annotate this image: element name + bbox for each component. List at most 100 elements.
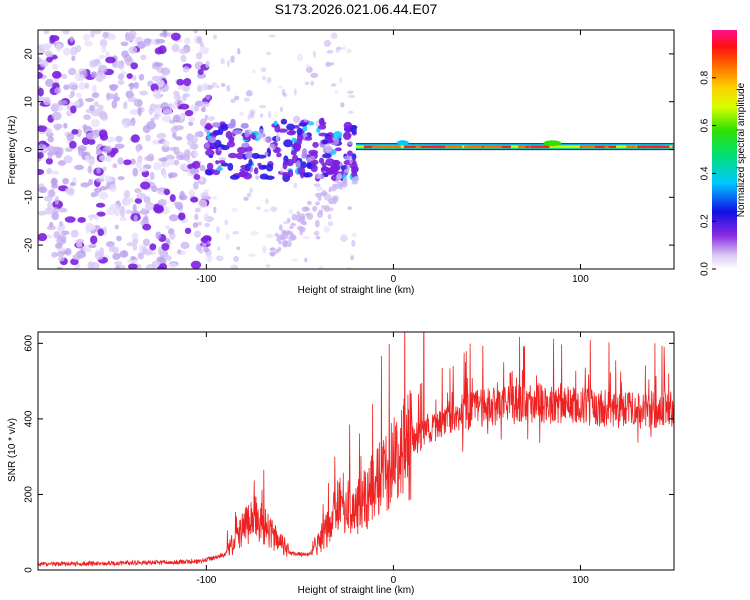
spectrogram-blob (160, 102, 169, 111)
spectrogram-blob (224, 219, 229, 226)
spectrogram-blob (119, 216, 128, 222)
spectrogram-blob (57, 160, 66, 166)
spectrogram-blob (144, 248, 153, 256)
spectrogram-blob (329, 166, 338, 174)
spectrogram-blob (53, 123, 63, 130)
spectrogram-blob (157, 246, 163, 255)
spectrogram-blob (102, 146, 112, 154)
spectrogram-blob (331, 159, 341, 165)
spectrogram-blob (197, 84, 203, 93)
spectrogram-blob (202, 82, 208, 92)
spectrogram-blob (140, 181, 151, 190)
spectrogram-blob (263, 137, 268, 143)
spectrogram-blob (347, 206, 352, 211)
spectrogram-blob (87, 224, 96, 232)
spectrogram-blob (91, 92, 100, 99)
spectrogram-peak (492, 145, 511, 149)
spectrogram-blob (169, 194, 176, 203)
spectrogram-blob (140, 54, 147, 61)
spectrogram-y-tick-label: 20 (24, 48, 35, 60)
spectrogram-blob (255, 206, 262, 210)
spectrogram-blob (165, 154, 176, 160)
spectrogram-blob (89, 59, 98, 68)
spectrogram-blob (199, 176, 205, 182)
spectrogram-blob (296, 211, 301, 216)
spectrogram-x-label: Height of straight line (km) (298, 285, 415, 296)
snr-panel: -100 0 100 0 200 400 600 Height of straight l… (7, 331, 675, 596)
spectrogram-blob (297, 217, 305, 223)
spectrogram-blob (47, 145, 56, 153)
snr-y-tick-label: 400 (24, 410, 35, 427)
spectrogram-blob (117, 79, 125, 85)
spectrogram-blob (217, 146, 222, 152)
spectrogram-blob (193, 230, 202, 238)
spectrogram-peak (464, 145, 483, 149)
spectrogram-blob (50, 188, 55, 197)
spectrogram-blob (189, 143, 198, 150)
spectrogram-blob (301, 152, 307, 159)
spectrogram-blob (108, 83, 119, 90)
spectrogram-blob (304, 136, 313, 141)
spectrogram-blob (229, 174, 240, 180)
spectrogram-blob (98, 64, 108, 74)
spectrogram-blob (204, 141, 210, 149)
spectrogram-blob (90, 235, 98, 245)
spectrogram-peak (660, 145, 670, 149)
spectrogram-peak (489, 145, 502, 149)
spectrogram-blob (319, 121, 327, 126)
spectrogram-blob (199, 164, 206, 172)
spectrogram-blob (334, 90, 339, 94)
spectrogram-blob (246, 129, 253, 135)
spectrogram-blob (108, 244, 115, 253)
spectrogram-blob (153, 161, 162, 171)
spectrogram-blob (328, 186, 333, 192)
spectrogram-blob (340, 102, 345, 108)
spectrogram-blob (84, 82, 90, 89)
spectrogram-blob (226, 141, 236, 148)
spectrogram-blob (82, 33, 91, 41)
spectrogram-blob (66, 110, 73, 117)
spectrogram-blob (105, 92, 111, 101)
spectrogram-blob (143, 38, 151, 47)
spectrogram-blob (132, 203, 137, 212)
spectrogram-blob (239, 168, 247, 173)
spectrogram-blob (325, 158, 335, 167)
spectrogram-blob (349, 156, 353, 165)
spectrogram-blob (323, 225, 330, 233)
spectrogram-blob (88, 243, 97, 249)
spectrogram-blob (38, 125, 48, 132)
spectrogram-blob (194, 213, 199, 221)
snr-y-ticks: 0 200 400 600 (24, 335, 674, 573)
spectrogram-blob (74, 164, 84, 170)
spectrogram-y-tick-label: 0 (24, 146, 35, 152)
spectrogram-peak (544, 145, 550, 149)
spectrogram-blob (277, 85, 283, 89)
spectrogram-blob (71, 129, 79, 135)
spectrogram-blob (70, 229, 79, 238)
spectrogram-blob (184, 227, 192, 234)
spectrogram-blob (292, 115, 301, 124)
spectrogram-blob (286, 229, 290, 235)
colorbar-tick-label: 0.0 (700, 262, 711, 276)
spectrogram-blob (396, 140, 409, 146)
spectrogram-blob (247, 113, 251, 120)
spectrogram-blob (136, 192, 147, 200)
spectrogram-blob (302, 125, 308, 132)
spectrogram-blob (335, 183, 341, 190)
spectrogram-blob (244, 163, 251, 172)
spectrogram-blob (70, 105, 77, 114)
spectrogram-blob (252, 69, 256, 74)
spectrogram-blob (137, 252, 144, 260)
spectrogram-blob (176, 249, 182, 255)
spectrogram-blob (78, 82, 86, 90)
spectrogram-blob (128, 83, 136, 88)
spectrogram-blob (62, 177, 70, 185)
chart-title: S173.2026.021.06.44.E07 (275, 1, 438, 17)
spectrogram-blob (89, 104, 95, 111)
spectrogram-blob (99, 191, 109, 200)
spectrogram-blob (90, 192, 96, 198)
spectrogram-blob (324, 144, 333, 153)
spectrogram-blob (195, 52, 203, 60)
spectrogram-blob (277, 246, 282, 252)
spectrogram-peak (518, 145, 526, 149)
